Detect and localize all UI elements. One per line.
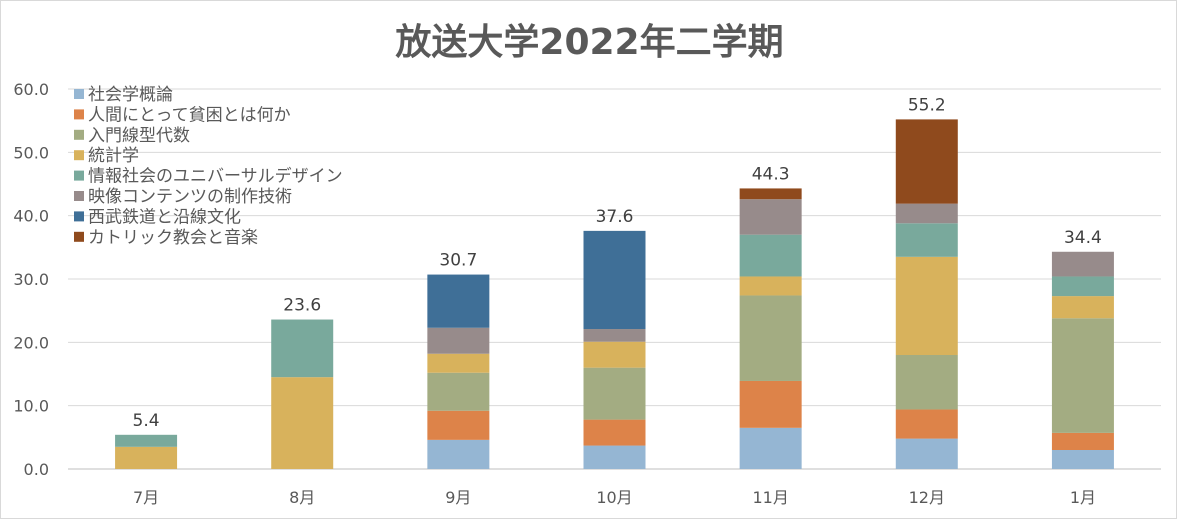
bar-segment [427,353,490,373]
bar-segment [583,419,646,446]
legend-swatch [74,231,84,242]
bar-segment [583,445,646,469]
data-label: 55.2 [908,95,946,115]
bar-segment [1051,450,1114,469]
x-tick-label: 12月 [909,488,945,507]
legend-label: カトリック教会と音楽 [88,228,258,248]
bar-segment [427,439,490,469]
legend-label: 人間にとって貧困とは何か [88,105,291,125]
x-tick-label: 10月 [596,488,632,507]
data-label: 34.4 [1064,228,1102,248]
bar-segment [583,367,646,420]
y-tick-label: 30.0 [13,270,49,289]
bar-segment [739,188,802,200]
bar-segment [895,223,958,257]
data-label: 30.7 [439,251,477,271]
bar-segment [271,319,334,378]
bar-segment [895,355,958,410]
y-tick-label: 40.0 [13,207,49,226]
data-label: 5.4 [133,411,160,431]
legend-label: 西武鉄道と沿線文化 [88,207,241,227]
y-tick-label: 50.0 [13,143,49,162]
legend-label: 情報社会のユニバーサルデザイン [88,166,343,187]
y-tick-label: 0.0 [24,460,49,479]
legend-label: 入門線型代数 [88,126,190,146]
bar-segment [1051,251,1114,277]
legend-swatch [74,150,84,161]
bar-segment [739,295,802,381]
legend-swatch [74,170,84,181]
bar-segment [895,256,958,355]
bar-segment [739,380,802,428]
x-tick-label: 9月 [445,488,471,507]
bar-segment [1051,296,1114,319]
bar-segment [895,409,958,439]
x-tick-label: 7月 [133,488,159,507]
data-label: 23.6 [283,296,321,316]
legend-swatch [74,89,84,99]
legend-swatch [74,191,84,201]
bar-segment [427,274,490,328]
data-label: 37.6 [596,207,634,227]
bar-segment [895,119,958,204]
bar-segment [739,276,802,296]
bar-segment [427,327,490,354]
bar-segment [583,329,646,342]
legend-swatch [74,109,84,120]
bar-segment [115,434,178,447]
chart-title: 放送大学2022年二学期 [395,22,784,63]
bar-segment [739,427,802,469]
bar-segment [895,203,958,224]
bar-segment [1051,432,1114,450]
x-tick-label: 11月 [752,488,788,507]
y-tick-label: 10.0 [13,397,49,416]
bar-segment [115,446,178,469]
bar-segment [583,230,646,330]
data-label: 44.3 [752,164,790,184]
legend-swatch [74,129,84,140]
bar-segment [1051,318,1114,433]
x-tick-label: 1月 [1070,488,1096,507]
bar-segment [427,410,490,440]
bar-segment [739,199,802,235]
bar-segment [427,372,490,411]
x-tick-label: 8月 [289,488,315,507]
bar-segment [739,234,802,277]
y-tick-label: 20.0 [13,333,49,352]
legend-label: 統計学 [88,146,139,166]
legend-label: 映像コンテンツの制作技術 [88,187,292,207]
bar-segment [271,377,334,469]
legend-swatch [74,211,84,222]
legend-label: 社会学概論 [88,85,173,105]
bar-segment [1051,276,1114,297]
y-tick-label: 60.0 [13,80,49,99]
bar-segment [895,438,958,469]
bar-segment [583,341,646,368]
